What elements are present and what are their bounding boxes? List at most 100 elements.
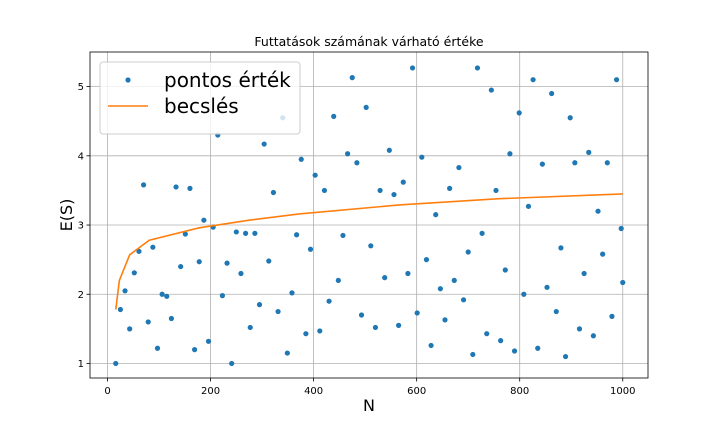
point (187, 185, 193, 191)
point (525, 203, 532, 209)
point (590, 333, 596, 339)
point (535, 345, 541, 351)
legend-box (99, 61, 301, 135)
point (521, 291, 527, 297)
line (114, 193, 623, 310)
x-tick-label: 400 (304, 386, 323, 397)
point (266, 258, 272, 264)
x-tick-label: 0 (104, 386, 110, 397)
point (484, 331, 490, 337)
point (474, 65, 481, 71)
legend-marker (125, 77, 131, 83)
point (191, 347, 198, 353)
x-axis-label: N (363, 396, 375, 415)
point (164, 293, 170, 299)
point (456, 164, 462, 171)
point (460, 297, 467, 303)
y-tick-label: 3 (78, 221, 84, 232)
point (567, 115, 573, 121)
point (136, 248, 142, 254)
point (150, 244, 156, 250)
point (238, 270, 244, 277)
point (317, 328, 323, 334)
y-tick-label: 5 (78, 82, 84, 93)
point (168, 315, 175, 322)
point (321, 187, 328, 194)
point (345, 151, 351, 157)
point (558, 245, 564, 251)
point (530, 77, 536, 83)
point (391, 191, 397, 198)
point (154, 345, 161, 351)
point (131, 270, 137, 276)
point (233, 229, 239, 235)
point (553, 308, 559, 315)
point (298, 156, 304, 162)
point (145, 319, 151, 325)
point (122, 288, 128, 294)
point (451, 277, 457, 284)
point (609, 313, 615, 319)
point (498, 338, 504, 344)
point (544, 284, 550, 290)
point (312, 172, 318, 178)
point (372, 324, 379, 331)
point (428, 342, 434, 349)
point (620, 279, 626, 286)
point (396, 322, 402, 328)
point (113, 360, 119, 367)
point (354, 160, 360, 166)
x-tick-label: 800 (510, 386, 529, 397)
point (400, 179, 406, 185)
point (358, 312, 365, 318)
point (331, 113, 337, 119)
point (447, 185, 453, 191)
point (502, 267, 508, 273)
point (539, 161, 545, 167)
legend-label: pontos érték (164, 68, 291, 92)
point (117, 306, 123, 313)
point (294, 232, 300, 238)
x-tick-label: 600 (407, 386, 426, 397)
point (465, 249, 471, 255)
point (581, 270, 587, 277)
point (196, 259, 202, 265)
x-tick-label: 1000 (610, 386, 635, 397)
point (127, 326, 133, 332)
point (595, 208, 601, 214)
point (493, 187, 499, 194)
point (414, 310, 420, 316)
point (437, 286, 443, 292)
point (600, 251, 606, 257)
point (326, 298, 332, 304)
y-axis-label: E(S) (57, 199, 76, 232)
point (549, 90, 555, 97)
point (284, 350, 290, 356)
legend-label: becslés (164, 94, 239, 118)
point (224, 260, 230, 266)
point (409, 65, 416, 71)
point (159, 291, 165, 297)
point (442, 317, 448, 323)
point (243, 230, 249, 236)
point (511, 348, 518, 354)
point (470, 351, 476, 358)
point (219, 293, 226, 299)
point (572, 160, 578, 166)
point (377, 187, 383, 194)
point (173, 184, 179, 190)
point (307, 246, 314, 252)
point (576, 326, 583, 332)
point (604, 160, 610, 166)
point (201, 217, 207, 223)
y-tick-label: 4 (78, 151, 84, 162)
point (303, 331, 309, 337)
point (479, 230, 485, 236)
point (261, 141, 267, 147)
point (335, 277, 341, 284)
plot-frame (89, 51, 649, 379)
point (516, 110, 522, 116)
point (433, 212, 439, 218)
point (405, 270, 411, 277)
